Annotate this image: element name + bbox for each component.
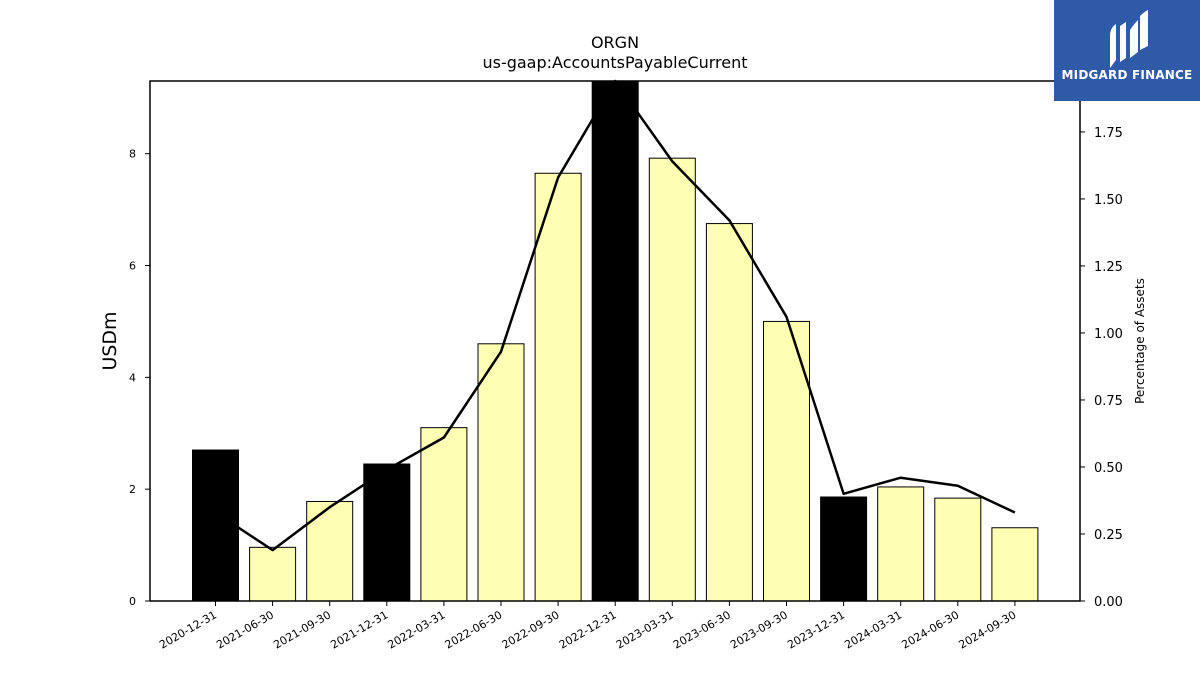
bar-2021-12-31 xyxy=(363,463,411,602)
y-axis-right: 0.00 0.25 0.50 0.75 1.00 1.25 1.50 1.75 xyxy=(1080,126,1123,610)
midgard-finance-logo: MIDGARD FINANCE xyxy=(1054,0,1200,101)
x-tick-label: 2021-06-30 xyxy=(214,608,276,651)
y2-tick-label: 0.00 xyxy=(1094,595,1123,610)
bar-2023-03-31 xyxy=(648,157,696,602)
x-tick-label: 2023-06-30 xyxy=(671,608,733,651)
bar-2023-06-30 xyxy=(705,223,753,602)
x-tick-label: 2020-12-31 xyxy=(157,608,219,651)
y2-axis-label: Percentage of Assets xyxy=(1133,278,1147,404)
bar-2022-03-31 xyxy=(420,427,468,602)
y-tick-label: 6 xyxy=(129,260,136,273)
x-tick-label: 2023-03-31 xyxy=(614,608,676,651)
y2-tick-label: 0.50 xyxy=(1094,461,1123,476)
y-axis-left: 0 2 4 6 8 xyxy=(129,148,150,608)
y-tick-label: 0 xyxy=(129,595,136,608)
bar-2024-03-31 xyxy=(877,486,925,602)
x-tick-label: 2022-03-31 xyxy=(386,608,448,651)
bar-2021-06-30 xyxy=(249,546,297,602)
chart-subtitle: us-gaap:AccountsPayableCurrent xyxy=(482,53,747,72)
x-tick-label: 2022-12-31 xyxy=(557,608,619,651)
y-tick-label: 2 xyxy=(129,483,136,496)
x-tick-label: 2022-06-30 xyxy=(443,608,505,651)
y2-tick-label: 0.75 xyxy=(1094,394,1123,409)
x-tick-label: 2021-09-30 xyxy=(271,608,333,651)
y2-tick-label: 0.25 xyxy=(1094,528,1123,543)
y2-tick-label: 1.00 xyxy=(1094,327,1123,342)
logo-icon xyxy=(1110,10,1148,68)
x-tick-label: 2022-09-30 xyxy=(500,608,562,651)
y2-tick-label: 1.25 xyxy=(1094,260,1123,275)
y2-tick-label: 1.50 xyxy=(1094,193,1123,208)
x-tick-label: 2024-03-31 xyxy=(842,608,904,651)
y-tick-label: 8 xyxy=(129,148,136,161)
x-tick-label: 2024-06-30 xyxy=(899,608,961,651)
x-tick-label: 2023-12-31 xyxy=(785,608,847,651)
x-axis: 2020-12-312021-06-302021-09-302021-12-31… xyxy=(157,601,1018,652)
logo-text: MIDGARD FINANCE xyxy=(1061,68,1193,82)
bar-2024-09-30 xyxy=(991,527,1039,602)
bar-2020-12-31 xyxy=(192,449,239,602)
bar-2021-09-30 xyxy=(306,500,354,602)
y2-tick-label: 1.75 xyxy=(1094,126,1123,141)
x-tick-label: 2023-09-30 xyxy=(728,608,790,651)
x-tick-label: 2021-12-31 xyxy=(328,608,390,651)
bar-2022-06-30 xyxy=(477,343,525,602)
bars-group xyxy=(192,80,1039,602)
x-tick-label: 2024-09-30 xyxy=(957,608,1019,651)
y-axis-label: USDm xyxy=(99,311,121,370)
bar-2024-06-30 xyxy=(934,497,982,602)
bar-2022-12-31 xyxy=(591,80,639,602)
bar-2023-12-31 xyxy=(820,496,868,602)
y-tick-label: 4 xyxy=(129,371,136,384)
chart-title: ORGN xyxy=(591,33,639,52)
bar-2022-09-30 xyxy=(534,172,582,602)
